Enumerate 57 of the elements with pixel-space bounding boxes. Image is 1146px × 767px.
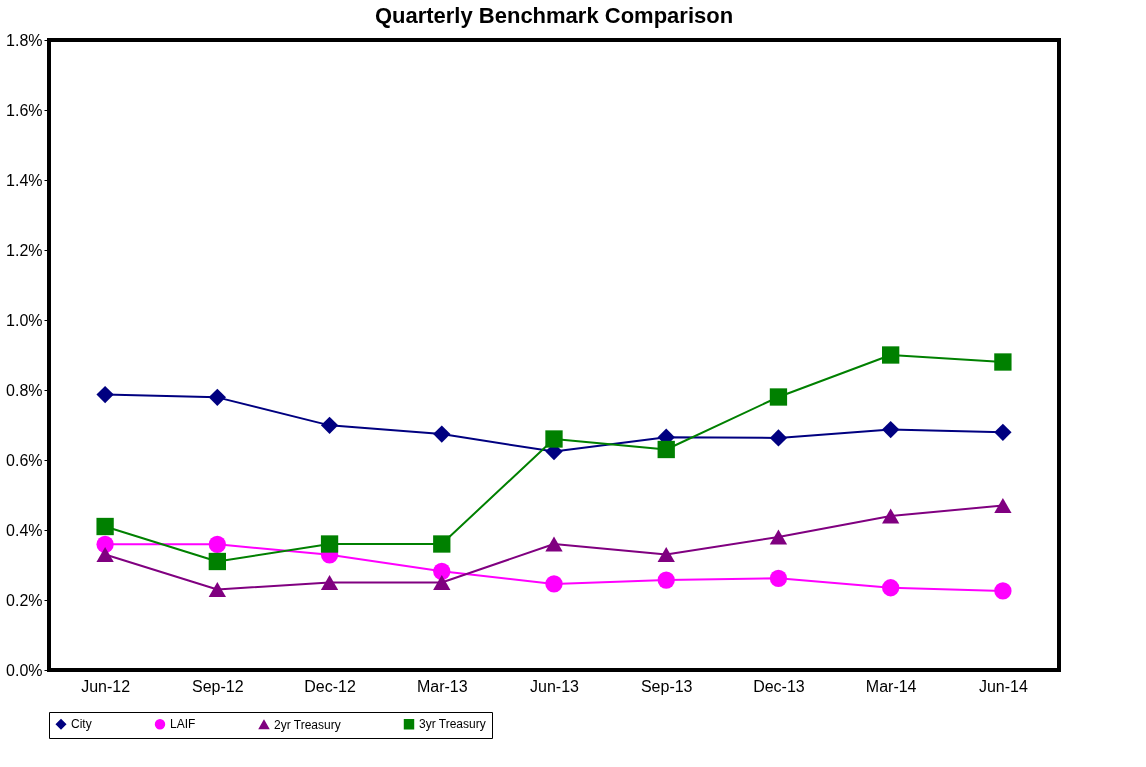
point [769,529,788,545]
y-tick-label: 1.8% [6,31,43,49]
y-tick-label: 0.2% [6,591,43,609]
legend-label: LAIF [170,717,196,732]
point [320,535,339,553]
point [657,440,675,459]
point [208,582,226,597]
point [657,571,675,589]
point [882,346,900,364]
x-tick-label: Mar-13 [416,677,468,695]
y-tick-label: 1.2% [6,241,43,259]
y-tick-label: 0.0% [6,661,43,679]
x-tick-label: Mar-14 [865,677,917,695]
y-tick-label: 1.6% [6,101,43,119]
point [96,535,114,553]
point [882,508,900,524]
y-tick-label: 1.0% [6,311,43,329]
y-tick-label: 0.4% [6,521,43,539]
point [96,547,114,562]
point [882,420,900,439]
point [320,575,339,590]
y-tick-label: 0.6% [6,451,43,469]
point [994,498,1012,513]
x-tick-label: Jun-12 [81,677,131,695]
point [320,416,339,435]
x-tick-label: Jun-13 [530,677,580,695]
point [769,429,788,447]
point [433,562,451,580]
point [994,423,1012,442]
y-tick-label: 1.4% [6,171,43,189]
point [657,547,675,562]
y-tick-label: 0.8% [6,381,43,399]
point [994,353,1012,371]
point [208,552,226,571]
x-tick-label: Sep-12 [192,677,244,695]
x-tick-label: Dec-13 [753,677,805,695]
point [769,388,788,406]
point [96,385,114,404]
legend-label: 2yr Treasury [274,717,341,732]
legend-label: 3yr Treasury [419,717,486,732]
point [208,388,226,407]
x-tick-label: Jun-14 [978,677,1028,695]
point [96,517,114,536]
point [208,535,226,553]
legend-label: City [71,717,92,732]
x-tick-label: Sep-13 [640,677,693,695]
point [433,535,451,553]
x-tick-label: Dec-12 [304,677,356,695]
chart-title: Quarterly Benchmark Comparison [374,3,734,28]
point [769,569,788,587]
point [433,425,451,443]
point [433,575,451,590]
point [545,536,563,552]
point [545,430,563,448]
point [994,582,1012,600]
point [545,575,563,593]
point [882,579,900,597]
